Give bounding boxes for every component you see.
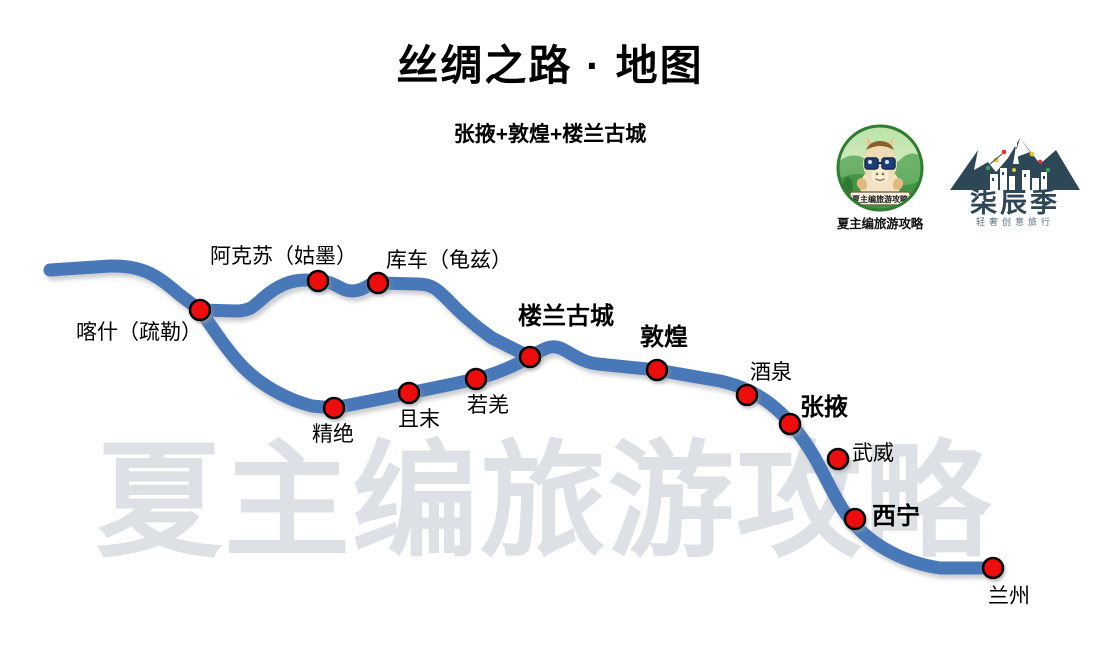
brand-name-text: 柒辰季 [970,188,1060,218]
city-label-ruoqiang: 若羌 [467,394,509,417]
city-label-zhangye: 张掖 [800,394,848,421]
city-node-akesu[interactable] [306,269,330,293]
logo-group: 夏主编旅游攻略 夏主编旅游攻略 [824,124,1086,231]
mascot-logo: 夏主编旅游攻略 夏主编旅游攻略 [824,124,936,232]
city-node-zhangye[interactable] [778,412,802,436]
city-label-kashi: 喀什（疏勒） [76,321,202,344]
city-label-dunhuang: 敦煌 [640,324,688,351]
mascot-badge-text: 夏主编旅游攻略 [851,194,909,204]
city-node-xining[interactable] [843,507,867,531]
city-label-qiemo: 且末 [398,408,440,431]
mascot-logo-caption: 夏主编旅游攻略 [836,217,924,231]
city-node-jiuquan[interactable] [735,383,759,407]
route-eastern-trunk [523,340,1000,575]
city-node-jingjue[interactable] [322,396,346,420]
route-western-trunk [43,259,207,317]
route-lines [43,259,1000,575]
city-label-jiuquan: 酒泉 [750,361,792,384]
city-node-lanzhou[interactable] [981,556,1005,580]
city-node-kuche[interactable] [366,271,390,295]
page-subtitle: 张掖+敦煌+楼兰古城 [453,123,647,146]
city-label-loulan: 楼兰古城 [518,303,614,330]
brand-tagline-text: 轻奢创意旅行 [976,216,1054,227]
city-node-qiemo[interactable] [397,381,421,405]
city-node-dunhuang[interactable] [645,358,669,382]
brand-logo: 柒辰季 轻奢创意旅行 [944,124,1086,228]
city-label-wuwei: 武威 [852,442,894,465]
city-node-loulan[interactable] [518,345,542,369]
city-nodes [188,269,1005,580]
city-label-jingjue: 精绝 [312,423,354,446]
page-title: 丝绸之路 · 地图 [396,42,704,89]
city-node-ruoqiang[interactable] [464,367,488,391]
brand-logo-icon: 柒辰季 轻奢创意旅行 [950,138,1080,227]
city-node-kashi[interactable] [188,298,212,322]
route-northern-route [193,273,537,364]
route-southern-route [193,303,537,415]
mascot-logo-icon: 夏主编旅游攻略 [836,124,924,212]
city-label-akesu: 阿克苏（姑墨） [210,245,357,268]
city-label-xining: 西宁 [872,503,920,530]
city-label-lanzhou: 兰州 [988,585,1030,608]
city-label-kuche: 库车（龟兹） [386,249,512,272]
city-node-wuwei[interactable] [826,447,850,471]
